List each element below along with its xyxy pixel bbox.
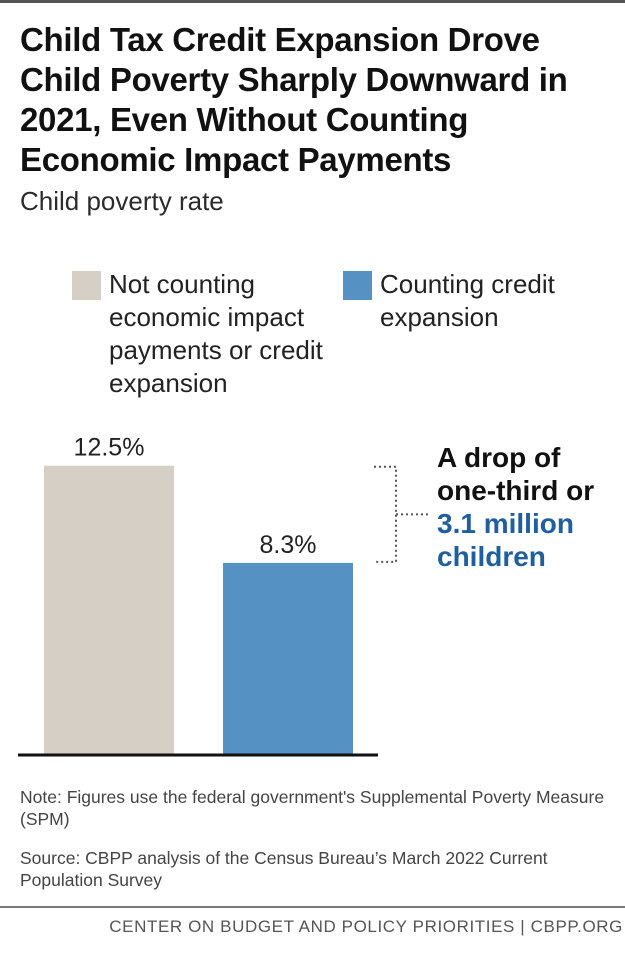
drop-annotation: A drop of one-third or 3.1 million child…	[437, 441, 617, 573]
bar-not-counting	[44, 465, 174, 755]
legend-item-not-counting: Not counting economic impact payments or…	[72, 268, 339, 400]
chart-note: Note: Figures use the federal government…	[20, 787, 605, 829]
chart-source: Source: CBPP analysis of the Census Bure…	[20, 848, 548, 890]
annotation-highlight-2: children	[437, 541, 546, 572]
top-rule	[0, 0, 625, 3]
legend-swatch-counting	[343, 271, 372, 300]
footer-rule	[0, 906, 625, 908]
legend-label-not-counting: Not counting economic impact payments or…	[109, 269, 323, 398]
annotation-highlight-1: 3.1 million	[437, 508, 574, 539]
legend-swatch-not-counting	[72, 271, 101, 300]
bar-counting	[223, 562, 353, 755]
legend-item-counting: Counting credit expansion	[343, 268, 620, 334]
bar-label-not-counting: 12.5%	[74, 434, 145, 462]
chart-title: Child Tax Credit Expansion Drove Child P…	[20, 21, 568, 178]
annotation-line-1: A drop of	[437, 442, 561, 473]
bar-label-counting: 8.3%	[260, 531, 317, 559]
bar-chart: 12.5% 8.3%	[18, 434, 430, 757]
chart-subtitle: Child poverty rate	[20, 186, 224, 216]
footer-credit: CENTER ON BUDGET AND POLICY PRIORITIES |…	[109, 917, 623, 936]
drop-bracket	[374, 465, 397, 563]
legend-label-counting: Counting credit expansion	[380, 269, 555, 332]
annotation-line-2: one-third or	[437, 475, 595, 506]
